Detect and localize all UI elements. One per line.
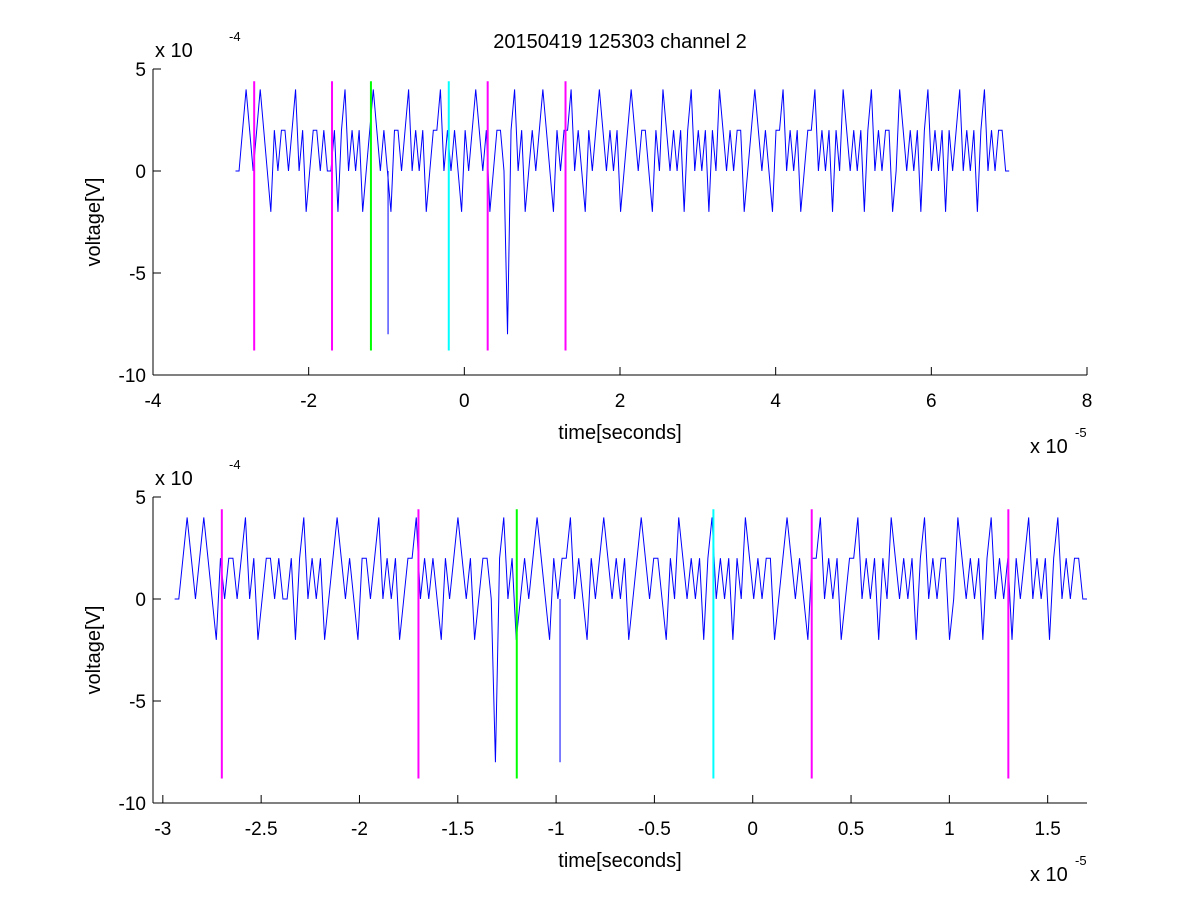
x-tick-label: 8 bbox=[1082, 391, 1093, 412]
x-axis-label: time[seconds] bbox=[558, 422, 681, 444]
x-exponent-power: -5 bbox=[1075, 853, 1087, 868]
x-tick-label: 6 bbox=[926, 391, 937, 412]
y-tick-label: 5 bbox=[135, 488, 146, 509]
y-axis-label: voltage[V] bbox=[83, 606, 105, 695]
y-tick-label: 0 bbox=[135, 162, 146, 183]
x-tick-label: -1 bbox=[548, 819, 565, 840]
figure-title: 20150419 125303 channel 2 bbox=[493, 31, 747, 53]
x-tick-label: -3 bbox=[154, 819, 171, 840]
x-axis-label: time[seconds] bbox=[558, 850, 681, 872]
x-exponent-power: -5 bbox=[1075, 425, 1087, 440]
x-tick-label: -0.5 bbox=[638, 819, 671, 840]
y-exponent-label: x 10 bbox=[155, 468, 193, 490]
x-tick-label: 2 bbox=[615, 391, 626, 412]
x-exponent-label: x 10 bbox=[1030, 864, 1068, 886]
signal-trace bbox=[174, 517, 1087, 763]
x-tick-label: 1 bbox=[944, 819, 955, 840]
y-tick-label: -5 bbox=[129, 264, 146, 285]
y-exponent-power: -4 bbox=[229, 29, 241, 44]
x-tick-label: -2 bbox=[300, 391, 317, 412]
x-tick-label: -2 bbox=[351, 819, 368, 840]
y-tick-label: -10 bbox=[119, 794, 146, 815]
x-tick-label: -4 bbox=[145, 391, 162, 412]
y-tick-label: -10 bbox=[119, 366, 146, 387]
x-tick-label: -2.5 bbox=[245, 819, 278, 840]
bottom-plot: -3 -2.5 -2 -1.5 -1 -0.5 0 0.5 1 1.5 -10 -5 0 5 time[se… bbox=[83, 457, 1087, 886]
signal-trace bbox=[235, 89, 1010, 335]
y-tick-label: 5 bbox=[135, 60, 146, 81]
x-tick-label: 0 bbox=[747, 819, 758, 840]
x-tick-label: 0.5 bbox=[838, 819, 864, 840]
y-exponent-power: -4 bbox=[229, 457, 241, 472]
x-exponent-label: x 10 bbox=[1030, 436, 1068, 458]
x-tick-label: 0 bbox=[459, 391, 470, 412]
x-tick-label: 1.5 bbox=[1034, 819, 1060, 840]
y-tick-label: -5 bbox=[129, 692, 146, 713]
top-plot: -4 -2 0 2 4 6 8 -10 -5 0 5 time[seconds] voltage[V] x… bbox=[83, 29, 1092, 458]
y-exponent-label: x 10 bbox=[155, 40, 193, 62]
x-tick-label: -1.5 bbox=[441, 819, 474, 840]
y-tick-label: 0 bbox=[135, 590, 146, 611]
y-axis-label: voltage[V] bbox=[83, 178, 105, 267]
x-tick-label: 4 bbox=[770, 391, 781, 412]
